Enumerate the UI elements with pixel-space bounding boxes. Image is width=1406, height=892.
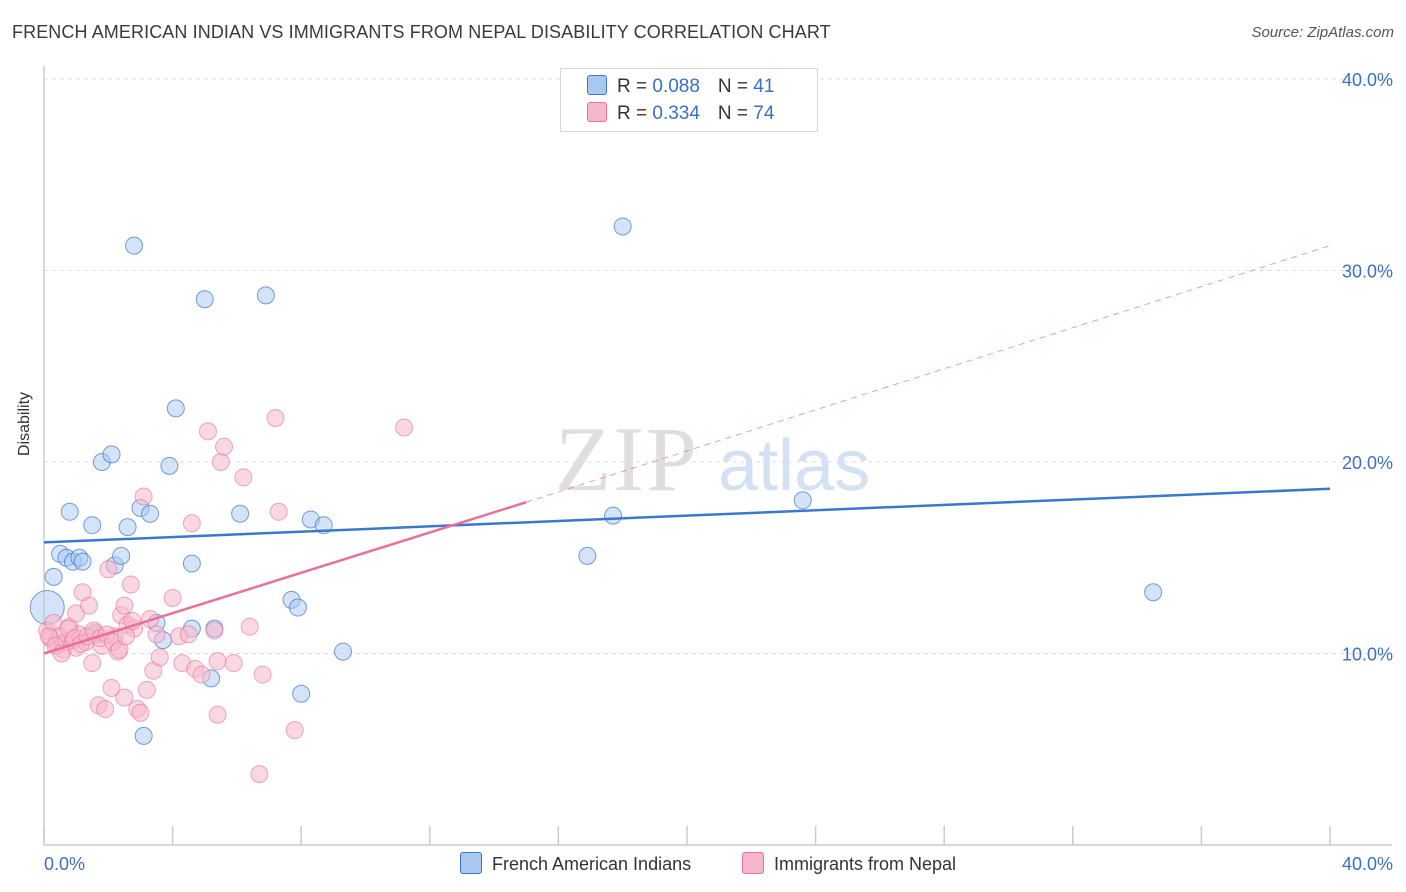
data-point-nepal: [115, 596, 134, 615]
data-point-nepal: [211, 453, 230, 471]
bottom-legend-label-blue: French American Indians: [492, 854, 692, 874]
legend-n-label-1: N =: [717, 76, 754, 97]
data-point-nepal: [208, 705, 227, 724]
y-tick-label: 10.0%: [1342, 645, 1393, 665]
data-point-nepal: [269, 502, 288, 521]
data-point-french-american-indian: [256, 286, 275, 305]
data-point-french-american-indian: [118, 518, 137, 537]
trend-line-nepal: [43, 501, 527, 655]
data-point-nepal: [163, 588, 182, 607]
data-point-nepal: [131, 703, 150, 722]
data-point-french-american-indian: [613, 217, 632, 236]
legend-swatch-blue: [587, 75, 607, 95]
data-point-french-american-indian: [333, 642, 352, 661]
tick-labels: 10.0% 20.0% 30.0% 40.0% 0.0% 40.0%: [44, 70, 1393, 874]
trend-lines: [43, 245, 1331, 655]
data-point-nepal: [266, 408, 285, 427]
bottom-legend-label-pink: Immigrants from Nepal: [774, 854, 957, 874]
x-tick-label: 40.0%: [1342, 854, 1393, 874]
data-point-french-american-indian: [125, 236, 144, 255]
correlation-legend: R = 0.088 N = 41 R = 0.334 N = 74: [560, 68, 818, 132]
watermark-atlas: atlas: [718, 426, 870, 506]
data-point-nepal: [80, 596, 99, 615]
data-point-french-american-indian: [231, 504, 250, 523]
data-point-nepal: [115, 688, 134, 707]
data-point-nepal: [147, 625, 166, 644]
data-point-nepal: [179, 625, 198, 644]
bottom-legend-swatch-blue: [460, 852, 482, 874]
data-point-nepal: [215, 437, 234, 456]
data-point-nepal: [240, 617, 259, 636]
data-point-french-american-indian: [292, 684, 311, 703]
data-point-french-american-indian: [134, 726, 153, 745]
data-point-nepal: [192, 665, 211, 684]
legend-r-label-1: R =: [617, 76, 653, 97]
data-point-nepal: [134, 487, 153, 506]
data-point-nepal: [121, 575, 140, 594]
data-point-french-american-indian: [166, 399, 185, 418]
data-point-nepal: [137, 680, 156, 699]
trend-line-french-american-indians: [43, 487, 1331, 544]
axes: [43, 66, 1392, 846]
data-point-nepal: [102, 678, 121, 697]
data-point-french-american-indian: [44, 567, 63, 586]
legend-row-pink: R = 0.334 N = 74: [587, 102, 774, 126]
data-point-french-american-indian: [83, 516, 102, 535]
data-point-nepal: [285, 721, 304, 740]
data-point-nepal: [99, 560, 118, 579]
data-point-nepal: [395, 418, 414, 437]
data-point-nepal: [234, 468, 253, 487]
data-point-french-american-indian: [288, 598, 307, 617]
legend-n-label-2: N =: [717, 103, 754, 124]
x-tick-label: 0.0%: [44, 854, 85, 874]
data-point-french-american-indian: [102, 445, 121, 464]
data-point-french-american-indian: [60, 502, 79, 521]
grid-lines: [44, 78, 1392, 654]
trend-line-nepal-projection: [526, 245, 1331, 503]
data-point-french-american-indian: [112, 546, 131, 565]
legend-swatch-pink: [587, 102, 607, 122]
series-immigrants-from-nepal: [38, 408, 414, 784]
data-point-nepal: [205, 621, 224, 640]
y-tick-label: 40.0%: [1342, 70, 1393, 90]
legend-r-value-2: 0.334: [652, 103, 700, 124]
data-point-nepal: [224, 654, 243, 673]
data-point-nepal: [182, 514, 201, 533]
data-point-french-american-indian: [578, 546, 597, 565]
data-point-french-american-indian: [604, 506, 623, 525]
data-point-french-american-indian: [160, 456, 179, 475]
data-point-french-american-indian: [195, 290, 214, 309]
data-point-nepal: [96, 700, 115, 719]
data-point-french-american-indian: [182, 554, 201, 573]
data-point-french-american-indian: [141, 504, 160, 523]
data-point-nepal: [150, 648, 169, 667]
legend-n-value-1: 41: [753, 76, 775, 97]
bottom-legend-blue: French American Indians: [460, 852, 691, 875]
data-point-nepal: [253, 665, 272, 684]
y-tick-label: 20.0%: [1342, 453, 1393, 473]
legend-r-label-2: R =: [617, 103, 653, 124]
watermark: ZIP atlas: [555, 408, 870, 510]
data-point-french-american-indian: [1144, 583, 1163, 602]
y-tick-label: 30.0%: [1342, 262, 1393, 282]
legend-r-value-1: 0.088: [652, 76, 700, 97]
data-point-french-american-indian: [793, 491, 812, 510]
watermark-zip: ZIP: [555, 408, 699, 510]
legend-n-value-2: 74: [753, 103, 775, 124]
bottom-legend-swatch-pink: [742, 852, 764, 874]
data-point-nepal: [208, 652, 227, 671]
data-point-french-american-indian: [73, 552, 92, 571]
y-axis-label: Disability: [16, 391, 33, 456]
data-point-nepal: [83, 654, 102, 673]
data-point-nepal: [198, 422, 217, 441]
data-point-nepal: [250, 765, 269, 784]
bottom-legend-pink: Immigrants from Nepal: [742, 852, 956, 875]
legend-row-blue: R = 0.088 N = 41: [587, 75, 774, 99]
chart-title: FRENCH AMERICAN INDIAN VS IMMIGRANTS FRO…: [12, 22, 831, 42]
source-label: Source: ZipAtlas.com: [1251, 24, 1394, 41]
